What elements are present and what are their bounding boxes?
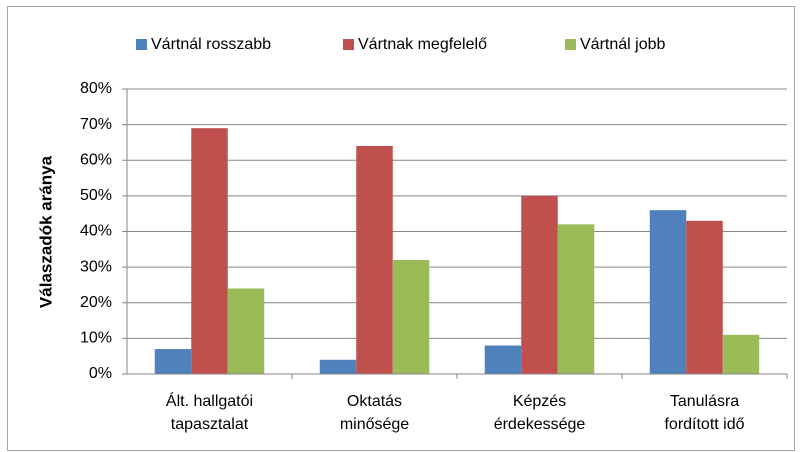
legend-label: Vártnak megfelelő [358, 36, 487, 53]
bar [154, 349, 192, 374]
y-axis-label: Válaszadók aránya [36, 155, 55, 308]
y-tick-label: 50% [80, 187, 112, 204]
legend-swatch [565, 39, 576, 50]
x-tick-label: érdekessége [494, 416, 586, 433]
y-tick-label: 80% [80, 80, 112, 97]
bar [557, 224, 595, 374]
bar [227, 288, 265, 374]
bar [649, 210, 687, 374]
x-tick-label: Oktatás [347, 393, 402, 410]
bar [191, 128, 228, 374]
x-tick-label: Ált. hallgatói [166, 391, 253, 410]
y-tick-label: 10% [80, 330, 112, 347]
bar [722, 334, 760, 374]
x-tick-label: Tanulásra [670, 393, 739, 410]
y-tick-label: 0% [89, 365, 112, 382]
x-tick-label: Képzés [513, 393, 566, 410]
x-tick-label: minősége [340, 416, 409, 433]
bar [356, 146, 393, 374]
y-tick-label: 60% [80, 151, 112, 168]
y-tick-label: 70% [80, 116, 112, 133]
x-tick-label: tapasztalat [171, 416, 249, 433]
x-tick-label: fordított idő [664, 416, 744, 433]
legend-swatch [343, 39, 354, 50]
bar [319, 359, 357, 374]
legend-label: Vártnál rosszabb [151, 36, 271, 53]
bar [392, 260, 430, 374]
y-tick-label: 40% [80, 223, 112, 240]
y-tick-label: 30% [80, 258, 112, 275]
bar [484, 345, 522, 374]
legend-label: Vártnál jobb [580, 36, 665, 53]
y-tick-label: 20% [80, 294, 112, 311]
legend-swatch [136, 39, 147, 50]
bar [686, 220, 723, 374]
bar [521, 195, 558, 374]
